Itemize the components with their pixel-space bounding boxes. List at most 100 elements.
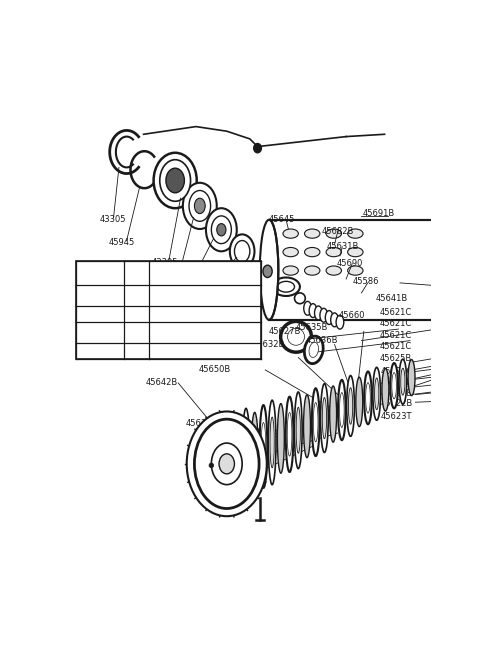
Text: 45621C: 45621C xyxy=(379,307,411,317)
Ellipse shape xyxy=(320,308,328,322)
Ellipse shape xyxy=(325,311,333,325)
Ellipse shape xyxy=(348,229,363,238)
Ellipse shape xyxy=(304,302,312,315)
Ellipse shape xyxy=(331,313,338,327)
Ellipse shape xyxy=(322,397,326,439)
Text: 1.8L I4 DOHC: 1.8L I4 DOHC xyxy=(179,348,231,354)
Ellipse shape xyxy=(304,336,323,363)
Ellipse shape xyxy=(304,248,320,257)
Text: 1.5L I4 SOHC
1.6L I4 DOHC: 1.5L I4 SOHC 1.6L I4 DOHC xyxy=(181,327,228,339)
Text: 45660: 45660 xyxy=(338,311,365,321)
Ellipse shape xyxy=(309,304,317,317)
Ellipse shape xyxy=(304,266,320,275)
Text: KEY
NO.: KEY NO. xyxy=(92,263,108,283)
Ellipse shape xyxy=(219,454,234,474)
Ellipse shape xyxy=(304,229,320,238)
Text: 45665B: 45665B xyxy=(160,306,192,314)
Ellipse shape xyxy=(348,388,353,424)
Ellipse shape xyxy=(277,403,284,473)
Ellipse shape xyxy=(356,377,363,426)
Ellipse shape xyxy=(374,378,379,410)
Ellipse shape xyxy=(347,376,354,436)
Text: 45622B: 45622B xyxy=(381,378,413,388)
Text: 6: 6 xyxy=(133,309,139,319)
Ellipse shape xyxy=(242,409,250,501)
Ellipse shape xyxy=(254,143,262,153)
Text: 45621C: 45621C xyxy=(379,342,411,351)
Ellipse shape xyxy=(166,168,184,193)
Text: 45627B: 45627B xyxy=(269,327,301,336)
Text: 45622B: 45622B xyxy=(381,388,413,397)
Ellipse shape xyxy=(209,463,214,468)
Text: 45622B: 45622B xyxy=(381,399,413,408)
Ellipse shape xyxy=(189,191,211,221)
Text: 45645: 45645 xyxy=(269,215,296,224)
Ellipse shape xyxy=(211,443,242,485)
Ellipse shape xyxy=(287,413,292,456)
Text: 45945: 45945 xyxy=(109,238,135,247)
Text: 5: 5 xyxy=(134,347,139,355)
Text: 45682B: 45682B xyxy=(322,227,354,236)
Text: 45690: 45690 xyxy=(337,259,363,268)
Text: 1.8L I4 DOHC: 1.8L I4 DOHC xyxy=(181,311,228,317)
Ellipse shape xyxy=(260,405,267,488)
Ellipse shape xyxy=(194,198,205,214)
Ellipse shape xyxy=(296,407,300,453)
Ellipse shape xyxy=(270,417,274,468)
Ellipse shape xyxy=(160,160,191,201)
Text: 45623T: 45623T xyxy=(381,411,412,420)
Text: 1.5L I4 SOHC
1.6L I4 DOHC: 1.5L I4 SOHC 1.6L I4 DOHC xyxy=(181,289,228,302)
Ellipse shape xyxy=(206,208,237,252)
Text: 45624C: 45624C xyxy=(381,367,413,376)
Ellipse shape xyxy=(211,216,231,244)
Bar xyxy=(76,261,261,359)
Text: ENGINE CAPACITY: ENGINE CAPACITY xyxy=(167,268,243,277)
Ellipse shape xyxy=(460,219,479,320)
Text: 45621C: 45621C xyxy=(85,299,114,308)
Ellipse shape xyxy=(390,363,398,408)
Text: 3: 3 xyxy=(133,328,139,337)
Ellipse shape xyxy=(294,392,302,468)
Ellipse shape xyxy=(230,235,254,268)
Ellipse shape xyxy=(194,419,259,509)
Text: 43305: 43305 xyxy=(152,258,179,267)
Ellipse shape xyxy=(283,266,299,275)
Ellipse shape xyxy=(263,265,272,277)
Bar xyxy=(269,219,469,320)
Ellipse shape xyxy=(309,342,319,357)
Ellipse shape xyxy=(366,382,370,413)
Ellipse shape xyxy=(338,380,346,440)
Ellipse shape xyxy=(313,403,318,442)
Ellipse shape xyxy=(392,373,396,399)
Text: 45632B: 45632B xyxy=(252,340,285,349)
Ellipse shape xyxy=(260,261,275,281)
Ellipse shape xyxy=(382,369,389,411)
Ellipse shape xyxy=(399,359,407,404)
Text: 4: 4 xyxy=(133,291,139,300)
Ellipse shape xyxy=(348,266,363,275)
Text: 45622B: 45622B xyxy=(85,336,114,345)
Text: 45621C: 45621C xyxy=(379,319,411,328)
Ellipse shape xyxy=(234,240,250,262)
Ellipse shape xyxy=(373,367,381,420)
Ellipse shape xyxy=(261,422,266,470)
Ellipse shape xyxy=(330,386,336,442)
Ellipse shape xyxy=(244,427,248,482)
Ellipse shape xyxy=(321,384,328,453)
Ellipse shape xyxy=(364,371,372,424)
Text: 45642B: 45642B xyxy=(146,378,178,388)
Text: 45642B: 45642B xyxy=(234,442,267,451)
Ellipse shape xyxy=(154,153,197,208)
Text: 45650B: 45650B xyxy=(198,365,230,374)
Ellipse shape xyxy=(401,368,405,395)
Text: 45631B: 45631B xyxy=(327,242,359,251)
Ellipse shape xyxy=(260,219,278,320)
Text: 45586: 45586 xyxy=(352,277,379,286)
Ellipse shape xyxy=(268,400,276,485)
Text: 45625B: 45625B xyxy=(379,354,411,363)
Ellipse shape xyxy=(295,293,305,304)
Ellipse shape xyxy=(303,395,311,458)
Ellipse shape xyxy=(272,277,300,296)
Ellipse shape xyxy=(348,248,363,257)
Text: 45688: 45688 xyxy=(168,290,194,299)
